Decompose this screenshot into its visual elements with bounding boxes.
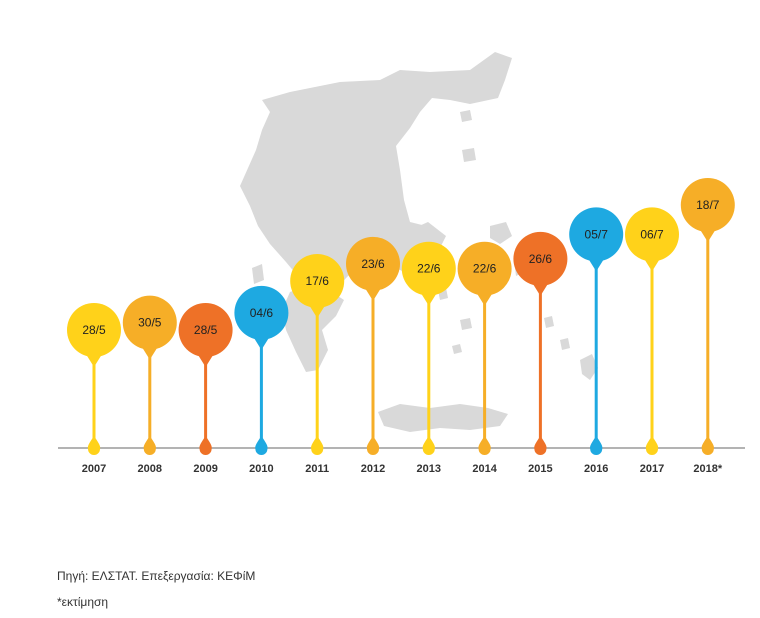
- data-label: 06/7: [640, 227, 664, 241]
- pin-2009: 28/5 2009: [178, 303, 233, 475]
- pin-head: [67, 303, 121, 357]
- x-tick-label: 2016: [584, 463, 608, 475]
- pin-base-drop: [311, 436, 324, 455]
- pin-head: [122, 295, 177, 350]
- greece-map-icon: [240, 52, 598, 432]
- kefalonia-shape: [252, 264, 264, 284]
- x-tick-label: 2009: [193, 463, 217, 475]
- pin-series: 28/5 2007 30/5 2008 28/5 2009 04/6 2010 17/6 2011…: [67, 178, 735, 475]
- pin-2008: 30/5 2008: [122, 295, 177, 475]
- x-tick-label: 2010: [249, 463, 273, 475]
- dodecanese-b-shape: [560, 338, 570, 350]
- x-tick-label: 2014: [472, 463, 497, 475]
- pin-base-drop: [255, 436, 268, 455]
- x-tick-label: 2008: [138, 463, 162, 475]
- pin-2015: 26/6 2015: [513, 231, 568, 475]
- pin-base-drop: [87, 436, 101, 455]
- estimate-note: *εκτίμηση: [57, 595, 109, 609]
- pin-base-drop: [199, 436, 212, 455]
- pin-head: [680, 178, 735, 232]
- x-tick-label: 2007: [82, 463, 106, 475]
- pin-base-drop: [478, 436, 491, 455]
- pin-base-drop: [534, 436, 547, 455]
- pin-2010: 04/6 2010: [234, 285, 289, 475]
- data-label: 28/5: [82, 323, 106, 337]
- pin-head: [625, 207, 679, 262]
- pin-base-drop: [422, 436, 435, 455]
- thassos-shape: [460, 110, 472, 122]
- x-tick-label: 2011: [305, 463, 329, 475]
- pin-2007: 28/5 2007: [67, 303, 121, 475]
- x-tick-label: 2017: [640, 463, 664, 475]
- pin-base-drop: [701, 436, 714, 455]
- x-tick-label: 2015: [528, 463, 552, 475]
- rhodes-shape: [580, 354, 598, 380]
- pin-base-drop: [366, 436, 380, 455]
- pin-2012: 23/6 2012: [346, 236, 400, 475]
- x-tick-label: 2013: [417, 463, 441, 475]
- data-label: 30/5: [138, 316, 162, 330]
- pin-head: [457, 241, 512, 296]
- x-tick-label: 2018*: [693, 463, 722, 475]
- source-note: Πηγή: ΕΛΣΤΑΤ. Επεξεργασία: ΚΕΦίΜ: [57, 569, 256, 583]
- cyclades-b-shape: [460, 318, 472, 330]
- pin-2016: 05/7 2016: [569, 207, 624, 475]
- pin-2018*: 18/7 2018*: [680, 178, 735, 475]
- lemnos-shape: [462, 148, 476, 162]
- data-label: 18/7: [696, 198, 720, 212]
- dodecanese-a-shape: [544, 316, 554, 328]
- pin-head: [346, 236, 400, 291]
- pin-head: [569, 207, 624, 262]
- pin-2017: 06/7 2017: [625, 207, 679, 475]
- crete-shape: [378, 404, 508, 432]
- data-label: 05/7: [585, 227, 609, 241]
- data-label: 17/6: [306, 274, 330, 288]
- pin-base-drop: [645, 436, 659, 455]
- pin-head: [234, 285, 289, 340]
- pin-2013: 22/6 2013: [401, 241, 456, 475]
- pin-base-drop: [590, 436, 603, 455]
- mainland-shape: [240, 52, 512, 292]
- pin-head: [178, 303, 233, 357]
- data-label: 22/6: [473, 262, 497, 276]
- data-label: 04/6: [250, 306, 274, 320]
- pin-base-drop: [143, 436, 156, 455]
- pin-head: [290, 253, 345, 308]
- pin-2011: 17/6 2011: [290, 253, 345, 475]
- data-label: 26/6: [529, 252, 553, 266]
- cyclades-c-shape: [452, 344, 462, 354]
- pin-head: [401, 241, 456, 296]
- lesbos-shape: [490, 222, 512, 244]
- pin-head: [513, 231, 568, 286]
- x-tick-label: 2012: [361, 463, 385, 475]
- data-label: 28/5: [194, 323, 218, 337]
- data-label: 22/6: [417, 262, 441, 276]
- pin-2014: 22/6 2014: [457, 241, 512, 475]
- data-label: 23/6: [361, 257, 385, 271]
